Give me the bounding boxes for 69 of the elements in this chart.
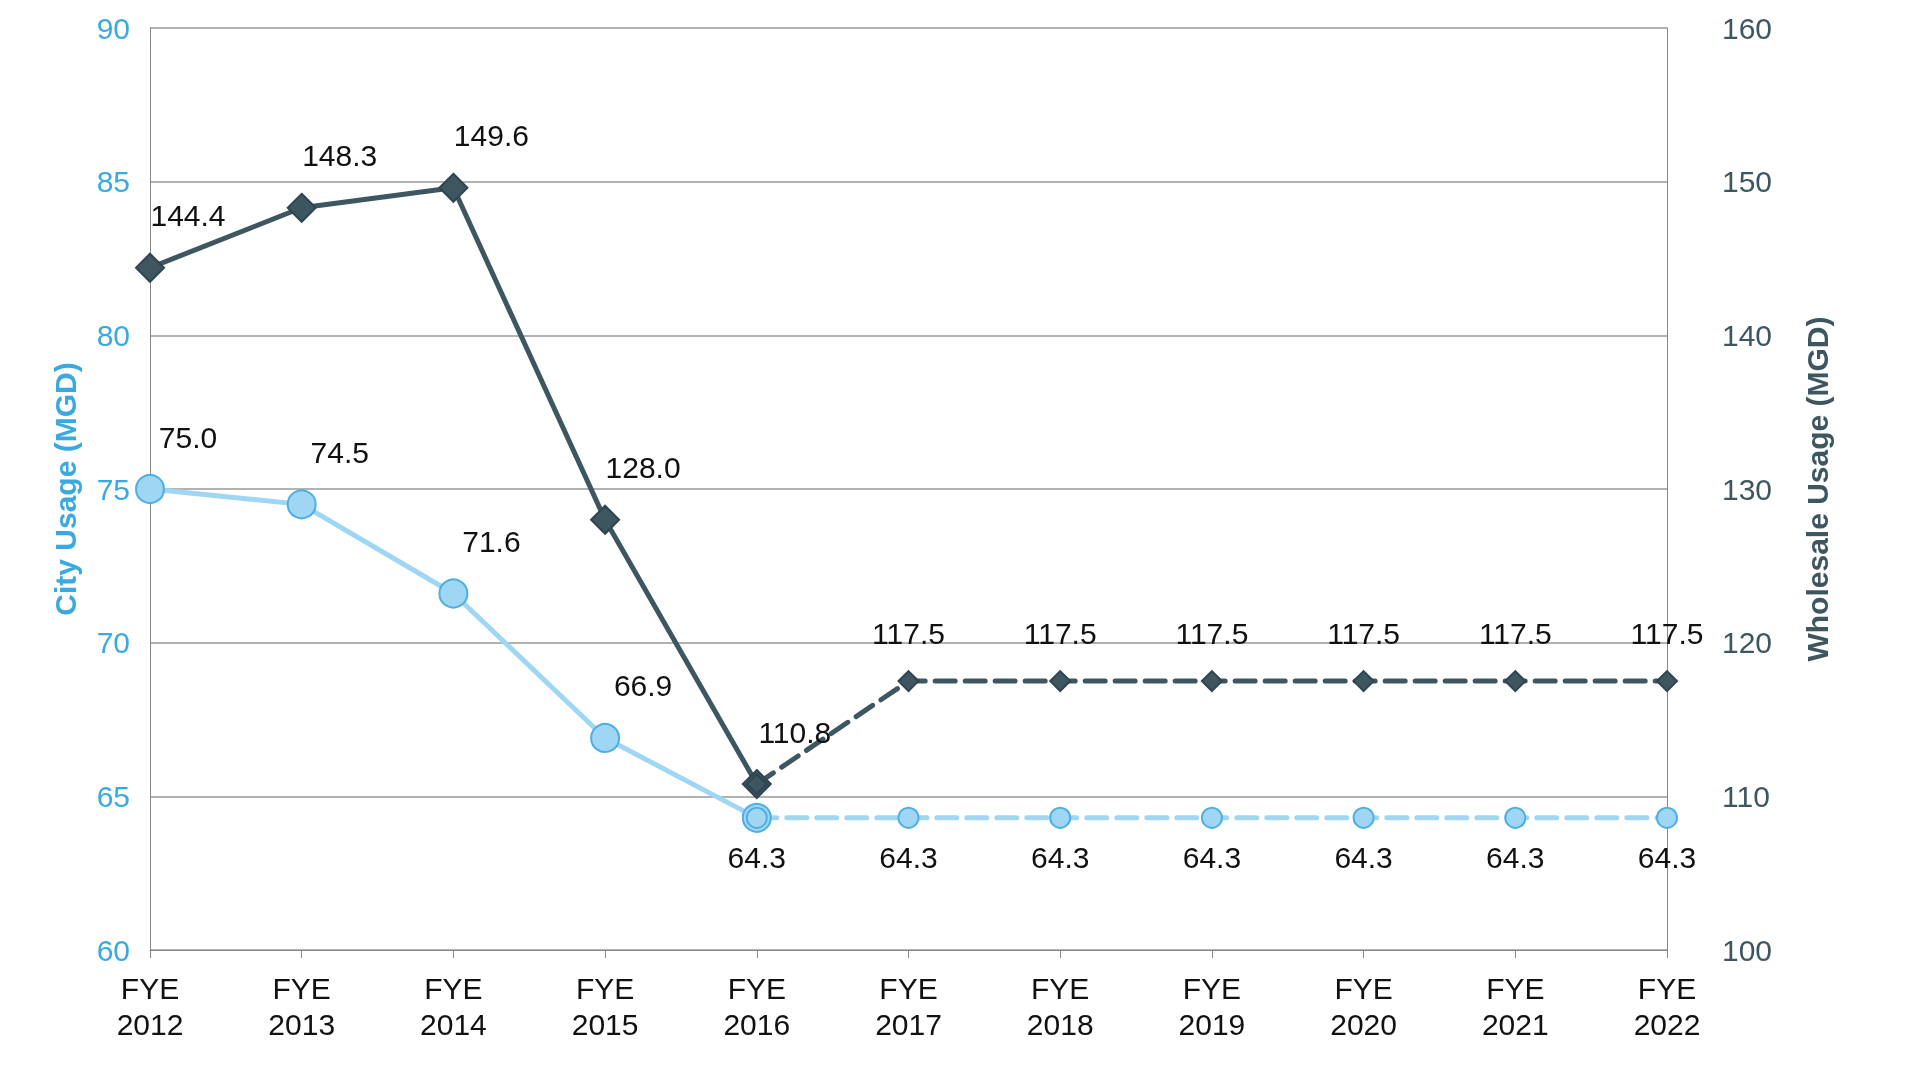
point [1504,806,1527,829]
data-label: 64.3 [1637,841,1697,875]
y-tick-label: 65 [96,779,130,813]
data-label: 64.3 [1031,841,1090,875]
data-label: 71.6 [462,524,521,558]
data-label: 64.3 [1486,841,1545,875]
y2-tick-label: 160 [1722,11,1773,45]
y-tick-label: 90 [96,11,130,45]
y2-tick-label: 140 [1722,318,1773,352]
data-label: 75.0 [158,420,218,454]
data-label: 64.3 [879,841,938,875]
point [438,578,469,609]
point [1656,806,1678,829]
y-tick-label: 85 [96,165,130,199]
point [897,806,920,829]
x-tick-label: FYE 2013 [268,971,336,1041]
data-label: 66.9 [613,669,673,703]
y-tick-label: 75 [96,472,130,506]
x-tick-label: FYE 2020 [1330,971,1397,1041]
x-tick-label: FYE 2017 [875,971,942,1041]
point [1049,806,1072,829]
x-tick-label: FYE 2022 [1633,971,1701,1041]
point [1200,670,1223,693]
point [590,722,621,753]
y-axis-title: City Usage (MGD) [48,362,82,616]
data-label: 64.3 [727,841,786,875]
point [1352,670,1375,693]
point [1504,670,1527,693]
point [1352,806,1375,829]
point [897,670,920,693]
y2-tick-label: 120 [1722,626,1773,660]
point [286,192,317,223]
data-label: 117.5 [872,616,945,650]
data-label: 64.3 [1334,841,1393,875]
data-label: 110.8 [758,715,832,749]
y2-axis-title: Wholesale Usage (MGD) [1800,316,1834,662]
point [286,489,317,520]
y-tick-label: 70 [96,626,130,660]
data-label: 117.5 [1175,616,1249,650]
y-tick-label: 60 [96,933,130,967]
x-tick-label: FYE 2014 [420,971,487,1041]
point [135,252,165,283]
point [1656,670,1678,693]
point [438,172,469,203]
data-label: 117.5 [1023,616,1097,650]
y2-tick-label: 100 [1722,933,1773,967]
data-label: 148.3 [302,139,378,173]
point [135,474,165,504]
y2-tick-label: 150 [1722,165,1773,199]
y2-tick-label: 110 [1722,779,1770,813]
data-label: 149.6 [453,119,529,153]
x-tick-label: FYE 2016 [723,971,791,1041]
data-label: 117.5 [1478,616,1552,650]
y2-tick-label: 130 [1722,472,1773,506]
x-tick-label: FYE 2015 [571,971,639,1041]
x-tick-label: FYE 2021 [1481,971,1549,1041]
data-label: 144.4 [150,199,226,233]
data-label: 64.3 [1182,841,1242,875]
point [1049,670,1072,693]
data-label: 74.5 [310,435,369,469]
point [1200,806,1223,829]
y-tick-label: 80 [96,318,130,352]
data-label: 117.5 [1630,616,1704,650]
x-tick-label: FYE 2012 [116,971,184,1041]
point [590,504,621,535]
data-label: 117.5 [1327,616,1401,650]
x-tick-label: FYE 2019 [1178,971,1246,1041]
x-tick-label: FYE 2018 [1026,971,1094,1041]
data-label: 128.0 [605,451,681,485]
